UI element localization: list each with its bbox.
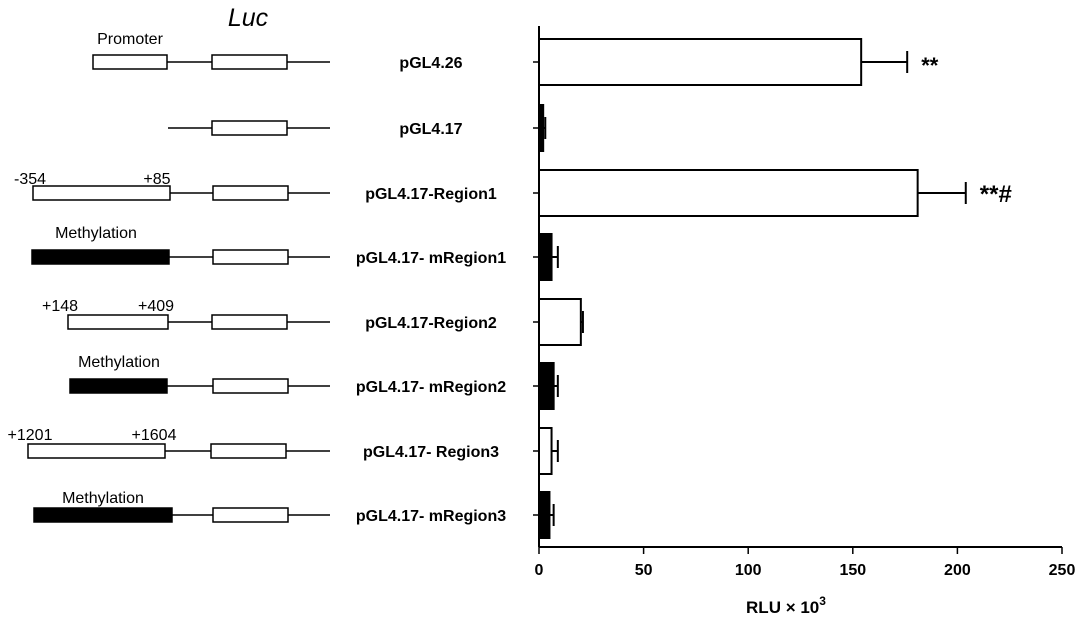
luc-gene-box: [210, 443, 287, 459]
region-start-coordinate: +1201: [8, 427, 53, 444]
luc-gene-box: [211, 120, 288, 136]
insert-box: [92, 54, 168, 70]
bar-series: ** **#: [538, 38, 1012, 539]
region-start-coordinate: -354: [14, 171, 46, 188]
x-tick-label: 50: [635, 562, 653, 579]
region-end-coordinate: +85: [143, 171, 170, 188]
methylated-insert-box: [69, 378, 168, 394]
bar: [538, 362, 555, 410]
luc-gene-box: [212, 507, 289, 523]
construct-labels: pGL4.26 pGL4.17 pGL4.17-Region1 pGL4.17- mR…: [356, 55, 506, 525]
construct-label: pGL4.17: [399, 121, 462, 138]
x-axis-label-superscript: 3: [819, 594, 826, 608]
construct-label: pGL4.17- mRegion1: [356, 250, 506, 267]
construct-label: pGL4.17- mRegion2: [356, 379, 506, 396]
x-axis-label: RLU × 103: [746, 594, 826, 617]
x-tick-labels: 0 50 100 150 200 250: [535, 562, 1076, 579]
construct-label: pGL4.26: [399, 55, 462, 72]
x-tick-label: 100: [735, 562, 762, 579]
methylated-insert-box: [31, 249, 170, 265]
construct-label: pGL4.17-Region1: [365, 186, 497, 203]
construct-label: pGL4.17-Region2: [365, 315, 497, 332]
construct-label: pGL4.17- mRegion3: [356, 508, 506, 525]
bar: [538, 169, 919, 217]
insert-label: Methylation: [55, 225, 137, 242]
bar: [538, 427, 553, 475]
luc-gene-box: [211, 54, 288, 70]
insert-box: [67, 314, 169, 330]
bar: [538, 491, 551, 539]
methylated-insert-box: [33, 507, 173, 523]
x-axis-label-base: RLU × 10: [746, 598, 819, 617]
luc-gene-box: [212, 249, 289, 265]
chart-axes: [533, 26, 1063, 554]
x-tick-label: 250: [1049, 562, 1076, 579]
construct-label: pGL4.17- Region3: [363, 444, 499, 461]
region-start-coordinate: +148: [42, 298, 78, 315]
insert-label: Promoter: [97, 31, 163, 48]
bar: [538, 233, 553, 281]
significance-annotation: **#: [980, 181, 1012, 208]
luc-gene-box: [211, 314, 288, 330]
insert-label: Methylation: [62, 490, 144, 507]
luc-gene-box: [212, 378, 289, 394]
insert-box: [27, 443, 166, 459]
insert-box: [32, 185, 171, 201]
insert-label: Methylation: [78, 354, 160, 371]
bar-chart: ** **# 0 50 100 150 200 250 RLU × 103: [533, 26, 1075, 617]
luc-gene-box: [212, 185, 289, 201]
bar: [538, 298, 582, 346]
x-tick-label: 0: [535, 562, 544, 579]
x-tick-label: 200: [944, 562, 971, 579]
x-tick-label: 150: [839, 562, 866, 579]
bar: [538, 104, 545, 152]
bar: [538, 38, 863, 86]
significance-annotation: **: [921, 53, 939, 78]
region-end-coordinate: +409: [138, 298, 174, 315]
luc-label: Luc: [228, 4, 269, 32]
region-end-coordinate: +1604: [132, 427, 177, 444]
construct-diagram: Promoter -354 +85 Methylation +148 +409 Methyl…: [8, 31, 330, 523]
